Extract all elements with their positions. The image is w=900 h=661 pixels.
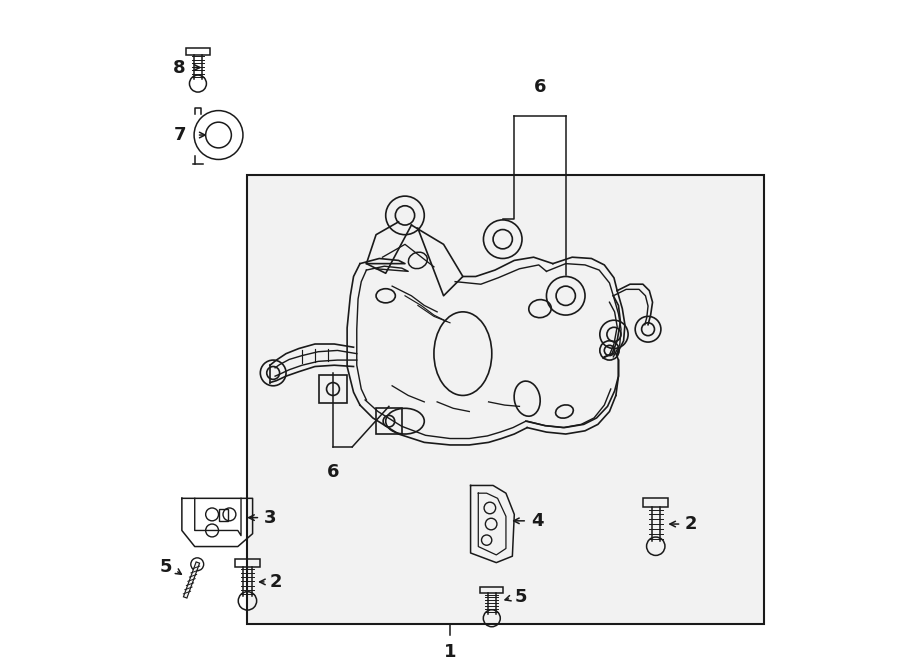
- Text: 2: 2: [270, 573, 283, 591]
- Bar: [376, 408, 401, 434]
- Text: 5: 5: [159, 558, 172, 576]
- Bar: [248, 175, 764, 624]
- Text: 3: 3: [264, 508, 276, 527]
- Bar: [644, 498, 669, 507]
- Bar: [319, 375, 347, 403]
- Bar: [481, 587, 503, 593]
- Text: 6: 6: [327, 463, 339, 481]
- Text: 6: 6: [534, 79, 546, 97]
- Bar: [219, 509, 229, 521]
- Text: 7: 7: [174, 126, 186, 144]
- Bar: [186, 48, 210, 55]
- Text: 4: 4: [532, 512, 544, 530]
- Text: 8: 8: [173, 59, 185, 77]
- Text: 1: 1: [444, 643, 456, 661]
- Bar: [235, 559, 260, 567]
- Text: 5: 5: [514, 588, 526, 605]
- Text: 2: 2: [685, 515, 698, 533]
